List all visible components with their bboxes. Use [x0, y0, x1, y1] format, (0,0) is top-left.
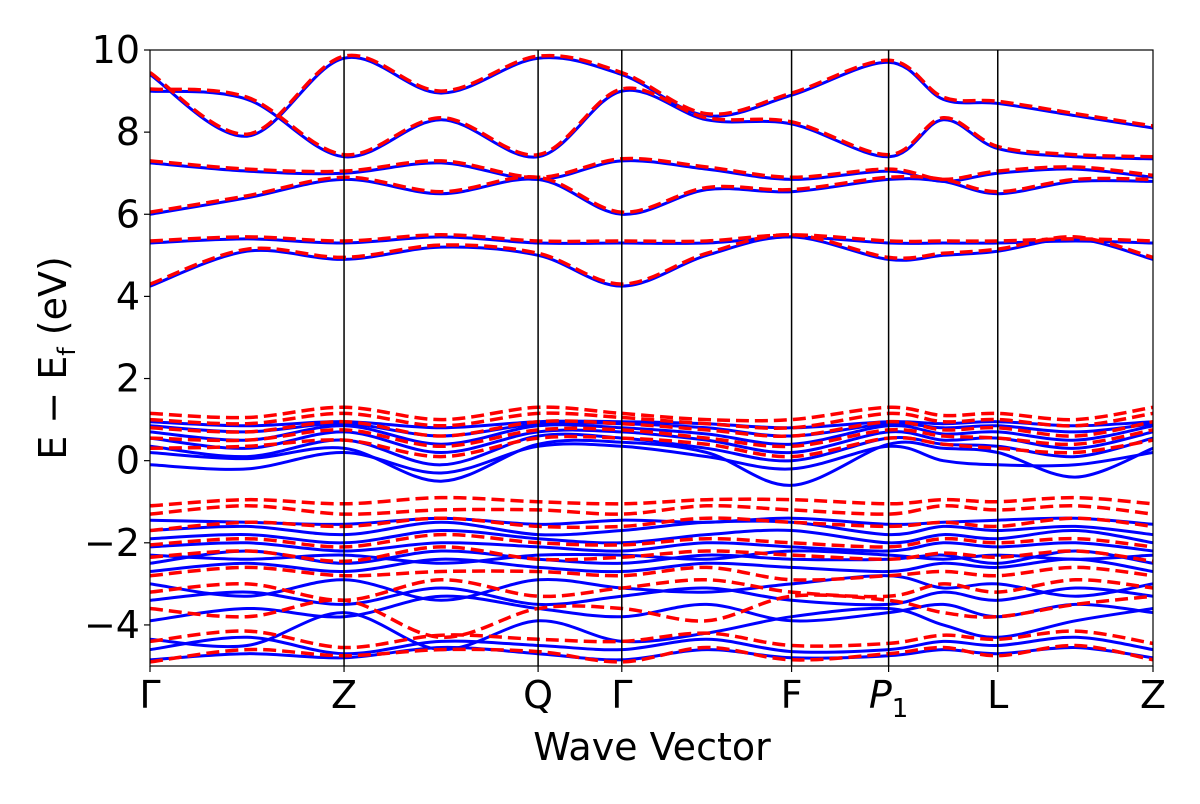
band-solid-2	[150, 606, 1153, 652]
bands-dashed-series	[150, 53, 1153, 664]
y-tick-label-5: 6	[116, 192, 140, 236]
band-dashed-8	[150, 503, 1153, 516]
band-solid-13	[150, 442, 1153, 475]
x-tick-label-4: F	[781, 673, 803, 717]
x-tick-label-3: Γ	[611, 673, 632, 717]
y-axis-label-main: E − E	[31, 356, 75, 460]
band-solid-25	[150, 55, 1153, 138]
y-tick-label-7: 10	[92, 28, 140, 72]
band-solid-17	[150, 423, 1153, 446]
y-tick-label-4: 4	[116, 274, 140, 318]
x-tick-label-7: Z	[1140, 673, 1166, 717]
bands-solid-series	[150, 55, 1153, 662]
x-axis-label: Wave Vector	[533, 725, 771, 769]
x-tick-label-1: Z	[331, 673, 357, 717]
x-axis-ticks: Γ Z Q Γ F P1 L Z	[139, 666, 1166, 724]
kpoint-lines	[343, 50, 999, 666]
x-tick-label-6: L	[987, 673, 1008, 717]
y-tick-label-1: −2	[84, 521, 140, 565]
y-tick-label-0: −4	[84, 603, 140, 647]
band-dashed-15	[150, 233, 1153, 286]
x-tick-label-0: Γ	[139, 673, 160, 717]
y-axis-label-sub: f	[53, 347, 81, 356]
y-axis-label: E − Ef (eV)	[31, 256, 81, 460]
y-tick-label-6: 8	[116, 110, 140, 154]
band-dashed-19	[150, 86, 1153, 159]
y-tick-label-2: 0	[116, 439, 140, 483]
x-tick-label-5: P1	[869, 673, 908, 724]
plot-frame	[149, 49, 1154, 667]
band-solid-1	[150, 635, 1153, 656]
band-dashed-20	[150, 53, 1153, 136]
y-axis-label-unit: (eV)	[31, 256, 75, 347]
y-axis-ticks: −4 −2 0 2 4 6 8 10	[84, 28, 150, 647]
y-tick-label-3: 2	[116, 357, 140, 401]
band-dashed-3	[150, 578, 1153, 603]
x-tick-label-2: Q	[523, 673, 553, 717]
band-solid-5	[150, 574, 1153, 602]
band-dashed-1	[150, 629, 1153, 650]
band-dashed-9	[150, 495, 1153, 508]
